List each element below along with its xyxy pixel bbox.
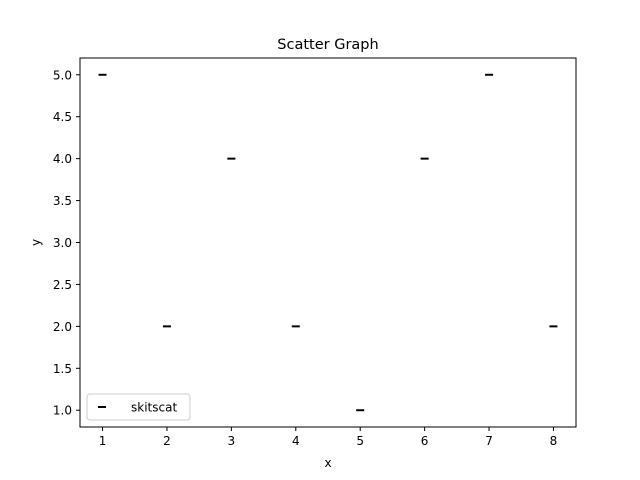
x-axis: 1 2 3 4 5 6 7 8 — [99, 427, 558, 448]
legend: skitscat — [86, 393, 191, 421]
x-tick-label: 2 — [163, 434, 171, 448]
legend-box — [86, 393, 191, 421]
x-tick-label: 5 — [356, 434, 364, 448]
plot-frame — [79, 57, 577, 428]
x-tick-label: 7 — [485, 434, 493, 448]
y-tick-label: 2.5 — [53, 278, 72, 292]
data-points — [98, 73, 558, 412]
y-tick-label: 4.0 — [53, 152, 72, 166]
x-axis-label: x — [324, 456, 331, 470]
y-tick-label: 3.5 — [53, 194, 72, 208]
y-tick-label: 5.0 — [53, 68, 72, 82]
y-tick-label: 2.0 — [53, 320, 72, 334]
y-axis: 1.0 1.5 2.0 2.5 3.0 3.5 4.0 4.5 5.0 — [53, 68, 80, 418]
y-tick-label: 1.0 — [53, 404, 72, 418]
x-tick-label: 6 — [421, 434, 429, 448]
y-tick-label: 1.5 — [53, 362, 72, 376]
y-tick-label: 3.0 — [53, 236, 72, 250]
y-axis-label: y — [29, 239, 43, 246]
x-tick-label: 1 — [99, 434, 107, 448]
x-tick-label: 3 — [228, 434, 236, 448]
x-tick-label: 8 — [550, 434, 558, 448]
x-tick-label: 4 — [292, 434, 300, 448]
y-tick-label: 4.5 — [53, 110, 72, 124]
legend-label: skitscat — [131, 401, 177, 415]
chart-title: Scatter Graph — [277, 37, 378, 53]
